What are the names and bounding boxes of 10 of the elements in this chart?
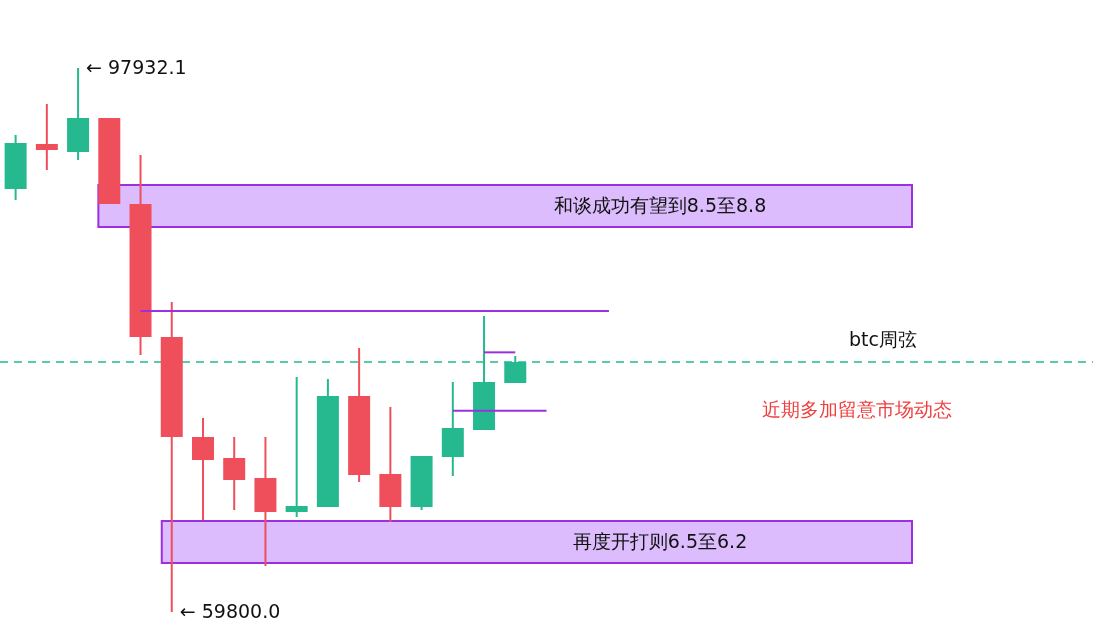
candlestick xyxy=(191,417,214,521)
candlestick xyxy=(285,376,308,518)
candlestick xyxy=(35,103,58,171)
band-label: 和谈成功有望到8.5至8.8 xyxy=(553,194,767,216)
annotation: 近期多加留意市场动态 xyxy=(762,398,952,420)
candlestick xyxy=(223,436,246,512)
annotation: ← 97932.1 xyxy=(86,56,187,78)
annotation: ← 59800.0 xyxy=(179,600,281,622)
ref-line-label: btc周弦 xyxy=(849,328,917,351)
band-label: 再度开打则6.5至6.2 xyxy=(572,530,748,552)
